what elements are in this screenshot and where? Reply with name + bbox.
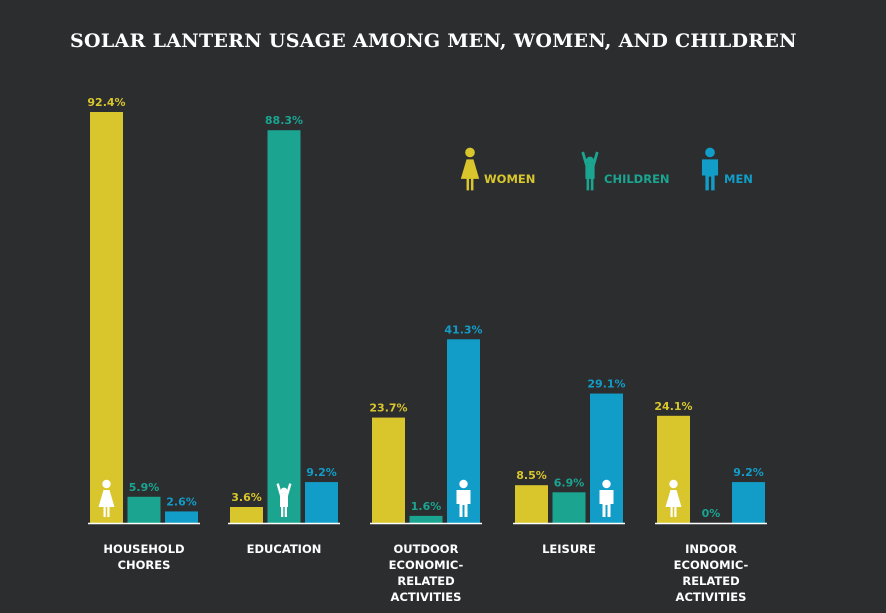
category-label-2: OUTDOOR ECONOMIC-RELATED ACTIVITIES: [389, 542, 464, 604]
legend-label: WOMEN: [484, 172, 535, 186]
bar-4-2: [732, 482, 765, 523]
bars-layer: [90, 112, 765, 524]
legend-item-men: MEN: [701, 147, 753, 191]
man-icon: [701, 147, 719, 191]
legend-item-women: WOMEN: [460, 147, 535, 191]
value-label-2-0: 23.7%: [369, 402, 407, 415]
value-label-0-1: 5.9%: [129, 481, 160, 494]
value-label-2-1: 1.6%: [411, 500, 442, 513]
bar-3-0: [515, 485, 548, 523]
bar-0-1: [127, 496, 161, 523]
value-label-0-2: 2.6%: [166, 495, 197, 508]
value-label-3-2: 29.1%: [587, 378, 625, 391]
legend-label: MEN: [724, 172, 753, 186]
bar-1-0: [230, 506, 263, 523]
value-label-4-0: 24.1%: [654, 400, 692, 413]
value-label-3-1: 6.9%: [554, 476, 585, 489]
bar-1-2: [305, 482, 338, 523]
bar-2-1: [409, 515, 443, 523]
category-label-4: INDOOR ECONOMIC-RELATED ACTIVITIES: [674, 542, 749, 604]
child-icon: [581, 151, 599, 191]
chart-title: SOLAR LANTERN USAGE AMONG MEN, WOMEN, AN…: [70, 30, 797, 52]
value-label-2-2: 41.3%: [444, 323, 482, 336]
value-labels-layer: 92.4% 5.9% 2.6% 3.6% 88.3% 9.2% 23.7% 1.6% 41.3%…: [87, 96, 763, 520]
value-label-4-1: 0%: [702, 507, 721, 520]
value-label-1-0: 3.6%: [231, 491, 262, 504]
category-labels-layer: HOUSEHOLD CHORES EDUCATION OUTDOOR ECONOMIC-…: [103, 542, 748, 604]
legend-label: CHILDREN: [604, 172, 670, 186]
bar-3-1: [552, 492, 586, 523]
value-label-0-0: 92.4%: [87, 96, 125, 109]
category-label-1: EDUCATION: [247, 542, 322, 556]
legend-item-children: CHILDREN: [581, 151, 670, 191]
bar-2-0: [372, 417, 405, 523]
value-label-1-1: 88.3%: [265, 114, 303, 127]
category-label-0: HOUSEHOLD CHORES: [103, 542, 184, 572]
category-label-3: LEISURE: [542, 542, 596, 556]
value-label-4-2: 9.2%: [733, 466, 764, 479]
bar-0-0: [90, 112, 123, 523]
legend: WOMEN CHILDREN MEN: [460, 147, 753, 191]
value-label-1-2: 9.2%: [306, 466, 337, 479]
value-label-3-0: 8.5%: [516, 469, 547, 482]
bar-0-2: [165, 511, 198, 523]
woman-icon: [460, 147, 480, 191]
bar-1-1: [267, 130, 301, 524]
